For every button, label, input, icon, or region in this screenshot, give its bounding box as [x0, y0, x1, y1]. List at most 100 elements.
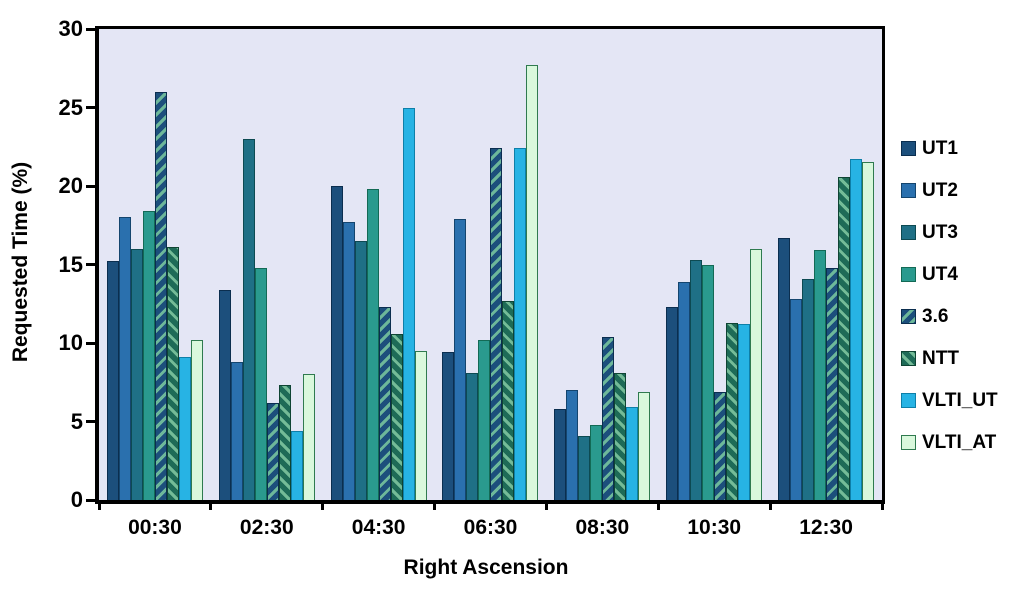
legend-item-vlti_ut: VLTI_UT: [901, 389, 998, 411]
bar-vlti_ut: [402, 107, 415, 500]
legend-swatch: [901, 351, 916, 366]
legend-item-3.6: 3.6: [901, 305, 998, 327]
bar-ut3: [242, 138, 255, 500]
legend-label: UT4: [922, 263, 958, 285]
bar-ut4: [366, 189, 379, 500]
legend-label: UT3: [922, 221, 958, 243]
x-tick-mark: [433, 501, 437, 510]
bar-ut4: [702, 264, 715, 500]
bar-ut1: [218, 289, 231, 500]
y-tick-label: 15: [58, 251, 83, 277]
legend-item-ut3: UT3: [901, 221, 998, 243]
legend-item-ntt: NTT: [901, 347, 998, 369]
legend-item-ut2: UT2: [901, 179, 998, 201]
bar-vlti_ut: [178, 357, 191, 500]
x-category-label: 02:30: [239, 516, 294, 539]
y-tick-mark: [86, 420, 95, 423]
bar-ntt: [502, 300, 515, 500]
x-category-label: 08:30: [575, 516, 630, 539]
bar-3.6: [378, 306, 391, 500]
bar-ut2: [342, 222, 355, 500]
legend-label: VLTI_AT: [922, 431, 997, 453]
x-tick-mark: [544, 501, 548, 510]
y-axis-title: Requested Time (%): [9, 161, 32, 363]
bar-group: [546, 29, 658, 500]
legend-label: VLTI_UT: [922, 389, 998, 411]
legend-swatch: [901, 393, 916, 408]
y-tick-label: 10: [58, 330, 83, 355]
bar-vlti_ut: [850, 159, 863, 500]
bar-vlti_ut: [738, 324, 751, 500]
bar-ut4: [814, 250, 827, 500]
legend-swatch: [901, 267, 916, 282]
legend-label: NTT: [922, 347, 959, 369]
legend-swatch: [901, 309, 916, 324]
bar-vlti_at: [302, 374, 315, 500]
bar-ut3: [354, 240, 367, 500]
bar-ut1: [330, 186, 343, 500]
y-tick-mark: [86, 341, 95, 345]
bar-ut3: [802, 278, 815, 500]
y-tick-label: 20: [58, 173, 83, 198]
x-tick-mark: [209, 501, 213, 510]
x-category-label: 04:30: [351, 516, 406, 539]
bar-ntt: [390, 333, 403, 500]
bar-ut1: [442, 352, 455, 500]
bar-ntt: [726, 322, 739, 500]
bar-vlti_ut: [626, 407, 639, 500]
bar-ntt: [278, 385, 291, 500]
y-tick-mark: [86, 184, 95, 188]
legend-swatch: [901, 141, 916, 156]
bar-vlti_at: [190, 339, 203, 500]
bar-group: [658, 29, 770, 500]
bar-ut2: [118, 217, 131, 500]
x-category-label: 00:30: [128, 516, 182, 539]
bar-group: [323, 29, 435, 500]
bar-ut1: [666, 306, 679, 500]
legend-label: UT2: [922, 179, 958, 201]
bar-ut2: [566, 390, 579, 500]
legend-item-ut4: UT4: [901, 263, 998, 285]
x-axis-title: Right Ascension: [403, 556, 569, 579]
bar-group: [211, 29, 323, 500]
bar-vlti_at: [638, 391, 651, 500]
bar-vlti_at: [526, 65, 539, 500]
legend-item-vlti_at: VLTI_AT: [901, 431, 998, 453]
bar-ut2: [790, 299, 803, 500]
x-tick-mark: [880, 501, 884, 510]
legend-label: UT1: [922, 137, 958, 159]
bar-ut4: [254, 267, 267, 500]
y-tick-label: 30: [58, 16, 83, 41]
bar-ut3: [130, 248, 143, 500]
bar-vlti_at: [862, 162, 875, 500]
bar-ut2: [454, 218, 467, 500]
y-tick-mark: [86, 263, 95, 266]
legend-swatch: [901, 435, 916, 450]
bar-ut1: [554, 408, 567, 500]
plot-inner: [86, 27, 882, 502]
x-category-label: 06:30: [463, 516, 518, 539]
bar-3.6: [826, 267, 839, 500]
bar-ut4: [478, 339, 491, 500]
plot-area: [86, 26, 885, 504]
y-tick-label: 25: [58, 94, 83, 120]
x-tick-mark: [768, 501, 772, 510]
x-category-label: 10:30: [687, 516, 742, 539]
bar-3.6: [154, 91, 167, 500]
legend: UT1 UT2 UT3 UT4 3.6 NTT VLTI_UT VLTI_AT: [901, 137, 998, 476]
x-tick-mark: [656, 501, 660, 510]
bar-ut3: [466, 372, 479, 500]
y-tick-label: 0: [70, 487, 83, 512]
x-category-label: 12:30: [799, 516, 853, 539]
bar-ntt: [838, 176, 851, 500]
bar-ut2: [230, 361, 243, 500]
bar-ut1: [106, 261, 119, 500]
legend-label: 3.6: [922, 305, 949, 327]
bar-3.6: [714, 391, 727, 500]
legend-swatch: [901, 183, 916, 198]
y-tick-label: 5: [70, 408, 83, 434]
bar-ntt: [614, 372, 627, 500]
bar-vlti_at: [750, 248, 763, 500]
bar-group: [99, 29, 211, 500]
